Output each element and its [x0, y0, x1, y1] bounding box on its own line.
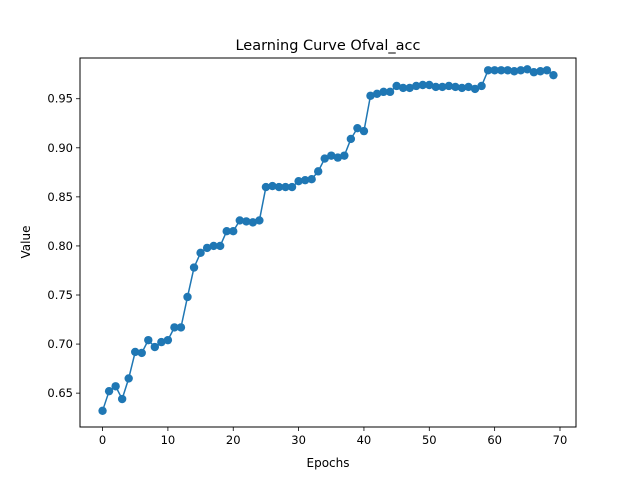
y-tick-label: 0.70 — [47, 337, 73, 351]
data-point — [150, 342, 160, 352]
y-axis-label: Value — [19, 226, 33, 259]
data-point — [379, 87, 388, 97]
x-tick-label: 20 — [226, 433, 241, 447]
data-point — [366, 91, 375, 100]
y-tick-label: 0.75 — [47, 288, 73, 302]
data-point — [294, 176, 303, 186]
data-point — [340, 151, 349, 160]
data-point — [438, 82, 447, 92]
data-point — [242, 217, 251, 226]
data-point — [412, 81, 421, 91]
data-point — [300, 175, 310, 185]
x-tick-label: 0 — [99, 433, 106, 447]
data-point — [144, 335, 153, 345]
data-point — [490, 66, 499, 75]
data-point — [353, 123, 362, 133]
data-point — [346, 134, 356, 144]
x-axis-label: Epochs — [307, 456, 350, 470]
y-tick-label: 0.80 — [47, 239, 73, 253]
data-point — [137, 348, 146, 358]
data-point — [104, 386, 114, 396]
data-point — [333, 153, 342, 162]
data-point — [451, 82, 460, 92]
x-tick-label: 60 — [487, 433, 502, 447]
data-point — [503, 66, 512, 75]
data-point — [196, 248, 205, 257]
data-point — [431, 82, 441, 92]
plot-area — [98, 65, 558, 416]
x-tick-label: 70 — [553, 433, 568, 447]
data-point — [281, 182, 290, 192]
x-tick-label: 40 — [357, 433, 372, 447]
y-tick-label: 0.90 — [47, 141, 73, 155]
data-point — [287, 182, 297, 192]
data-point — [496, 66, 506, 75]
data-point — [274, 182, 284, 192]
chart-title: Learning Curve Ofval_acc — [235, 38, 420, 54]
data-point — [124, 374, 133, 383]
data-point — [470, 84, 480, 94]
data-point — [529, 68, 539, 77]
data-point — [248, 218, 258, 227]
data-point — [261, 182, 271, 192]
data-point — [209, 241, 218, 251]
data-point — [510, 67, 519, 76]
y-tick-label: 0.85 — [47, 190, 73, 204]
data-point — [464, 82, 473, 92]
data-point — [98, 406, 107, 416]
data-point — [457, 83, 467, 93]
data-point — [189, 263, 199, 272]
data-point — [549, 70, 558, 80]
data-point — [215, 241, 225, 251]
data-point — [157, 337, 166, 347]
x-tick-label: 30 — [291, 433, 306, 447]
x-tick-label: 50 — [422, 433, 437, 447]
data-point — [111, 382, 120, 391]
data-point — [183, 292, 192, 302]
data-point — [523, 65, 532, 74]
data-point — [542, 66, 552, 75]
data-point — [229, 227, 238, 236]
data-point — [255, 216, 264, 225]
data-point — [117, 394, 127, 404]
data-point — [516, 66, 525, 75]
data-point — [385, 87, 395, 97]
data-point — [170, 323, 179, 332]
data-point — [307, 175, 316, 184]
data-point — [320, 154, 329, 163]
data-point — [222, 227, 231, 236]
data-point — [425, 80, 434, 90]
data-point — [536, 67, 545, 76]
data-point — [235, 216, 244, 225]
data-point — [483, 66, 493, 75]
y-tick-label: 0.95 — [47, 92, 73, 106]
data-point — [131, 347, 140, 357]
data-point — [405, 83, 414, 93]
data-point — [176, 323, 186, 332]
data-point — [477, 81, 486, 91]
data-point — [268, 181, 277, 191]
data-point — [314, 167, 323, 176]
data-point — [392, 81, 401, 91]
data-point — [327, 151, 336, 160]
data-point — [418, 80, 427, 90]
axis-ticks: 0 10 20 30 40 50 60 70 0.65 0.70 0.75 0.80 0.85 0.90 0… — [47, 92, 567, 447]
axes-frame — [79, 57, 577, 428]
x-tick-label: 10 — [161, 433, 176, 447]
y-tick-label: 0.65 — [47, 386, 73, 400]
data-point — [372, 89, 382, 99]
data-point — [359, 126, 369, 136]
data-point — [444, 81, 454, 91]
data-point — [163, 335, 173, 345]
data-point — [202, 243, 212, 253]
data-point — [398, 83, 408, 93]
